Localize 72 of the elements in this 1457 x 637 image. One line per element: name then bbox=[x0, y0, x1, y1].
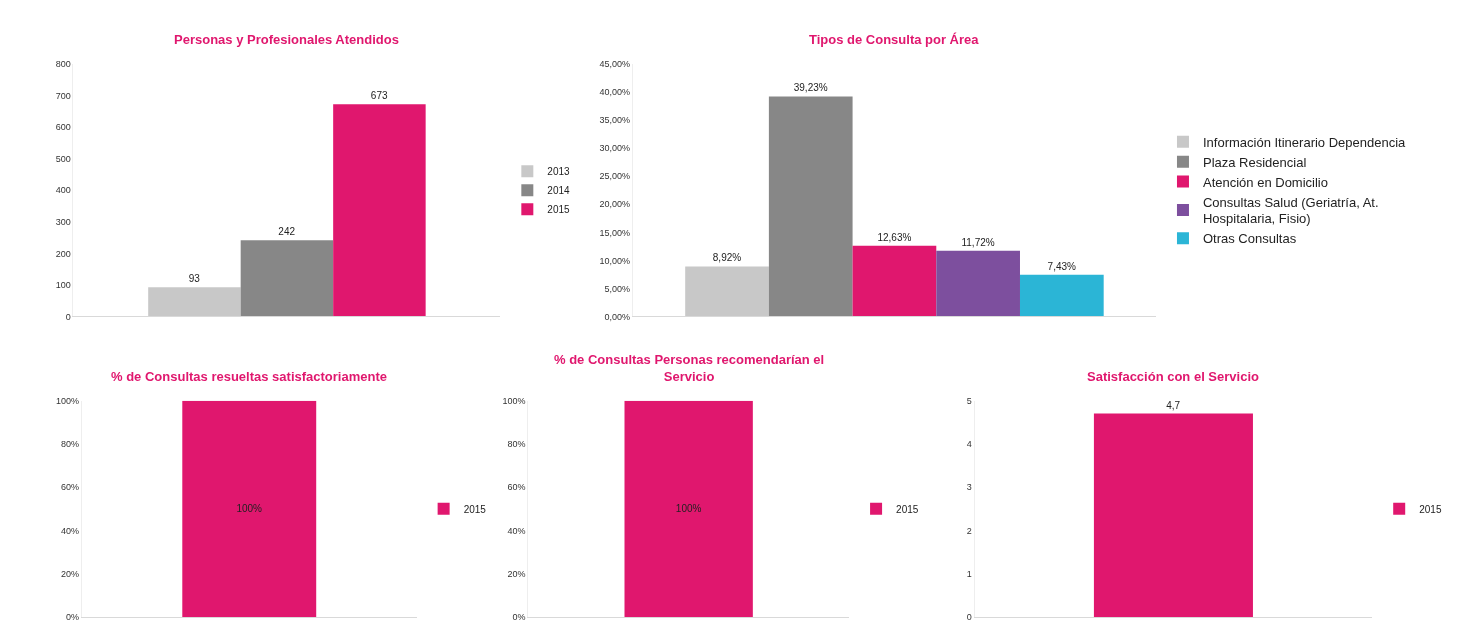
legend-label: Otras Consultas bbox=[1202, 231, 1297, 247]
y-tick-label: 0% bbox=[66, 612, 80, 623]
legend-label: 2014 bbox=[547, 185, 571, 197]
chart-title: Tipos de Consulta por Área bbox=[809, 32, 980, 47]
y-tick-label: 60% bbox=[61, 482, 80, 493]
y-tick-label: 35,00% bbox=[599, 115, 631, 126]
y-tick-label: 80% bbox=[61, 439, 80, 450]
y-tick-label: 0 bbox=[65, 311, 71, 322]
data-label: 673 bbox=[370, 90, 388, 102]
bar bbox=[685, 266, 769, 317]
y-tick-label: 4 bbox=[966, 439, 972, 450]
bar bbox=[852, 245, 937, 317]
y-tick-label: 200 bbox=[55, 248, 71, 259]
legend-label: 2015 bbox=[463, 503, 487, 515]
y-tick-label: 20,00% bbox=[599, 199, 631, 210]
y-tick-label: 500 bbox=[55, 153, 71, 164]
bar bbox=[148, 287, 241, 317]
y-tick-label: 45,00% bbox=[599, 59, 631, 70]
data-label: 100% bbox=[236, 503, 263, 515]
data-label: 100% bbox=[675, 503, 702, 515]
y-tick-label: 0 bbox=[966, 612, 972, 623]
data-label: 242 bbox=[278, 226, 296, 238]
y-tick-label: 40% bbox=[507, 525, 526, 536]
legend-label: Plaza Residencial bbox=[1202, 154, 1307, 170]
y-tick-label: 3 bbox=[966, 482, 972, 493]
y-tick-label: 300 bbox=[55, 216, 71, 227]
legend-label: 2013 bbox=[547, 166, 571, 178]
y-tick-label: 0,00% bbox=[604, 311, 631, 322]
data-label: 11,72% bbox=[961, 236, 995, 248]
y-tick-label: 5 bbox=[966, 395, 972, 406]
legend-label: Información Itinerario Dependencia bbox=[1202, 134, 1407, 150]
bar bbox=[768, 96, 853, 317]
y-tick-label: 10,00% bbox=[599, 255, 631, 266]
legend-label: Consultas Salud (Geriatría, At. Hospitalaria, Fisio) bbox=[1202, 194, 1379, 227]
bar bbox=[240, 240, 334, 317]
y-tick-label: 100% bbox=[56, 395, 80, 406]
legend-label: 2015 bbox=[1419, 503, 1442, 515]
y-tick-label: 400 bbox=[55, 185, 71, 196]
y-tick-label: 600 bbox=[55, 122, 71, 133]
bar bbox=[936, 250, 1020, 317]
chart-title: % de Consultas resueltas satisfactoriamente bbox=[111, 369, 387, 384]
legend-label: Atención en Domicilio bbox=[1202, 174, 1328, 190]
y-tick-label: 60% bbox=[507, 482, 526, 493]
y-tick-label: 20% bbox=[61, 568, 80, 579]
chart-title: Satisfacción con el Servicio bbox=[1087, 369, 1260, 384]
y-tick-label: 40% bbox=[61, 525, 80, 536]
y-tick-label: 20% bbox=[507, 568, 526, 579]
y-tick-label: 800 bbox=[55, 59, 71, 70]
legend-label: 2015 bbox=[896, 503, 919, 515]
y-tick-label: 25,00% bbox=[599, 171, 631, 182]
bar bbox=[1019, 274, 1104, 317]
y-tick-label: 80% bbox=[507, 439, 526, 450]
data-label: 8,92% bbox=[712, 252, 742, 264]
y-tick-label: 2 bbox=[966, 525, 972, 536]
y-tick-label: 40,00% bbox=[599, 87, 631, 98]
y-tick-label: 700 bbox=[55, 90, 71, 101]
data-label: 4,7 bbox=[1166, 399, 1181, 411]
y-tick-label: 5,00% bbox=[604, 283, 631, 294]
chart-title: % de Consultas Personas recomendarían el Servicio bbox=[554, 352, 825, 384]
y-tick-label: 0% bbox=[512, 612, 526, 623]
bar bbox=[333, 104, 426, 317]
y-tick-label: 15,00% bbox=[599, 227, 631, 238]
legend-label: 2015 bbox=[547, 204, 571, 216]
y-tick-label: 100 bbox=[55, 280, 71, 291]
y-tick-label: 100% bbox=[502, 395, 526, 406]
data-label: 39,23% bbox=[793, 82, 828, 94]
data-label: 12,63% bbox=[877, 231, 912, 243]
y-tick-label: 30,00% bbox=[599, 143, 631, 154]
y-tick-label: 1 bbox=[966, 568, 972, 579]
chart-title: Personas y Profesionales Atendidos bbox=[174, 32, 399, 47]
data-label: 7,43% bbox=[1047, 260, 1077, 272]
data-label: 93 bbox=[188, 273, 201, 285]
